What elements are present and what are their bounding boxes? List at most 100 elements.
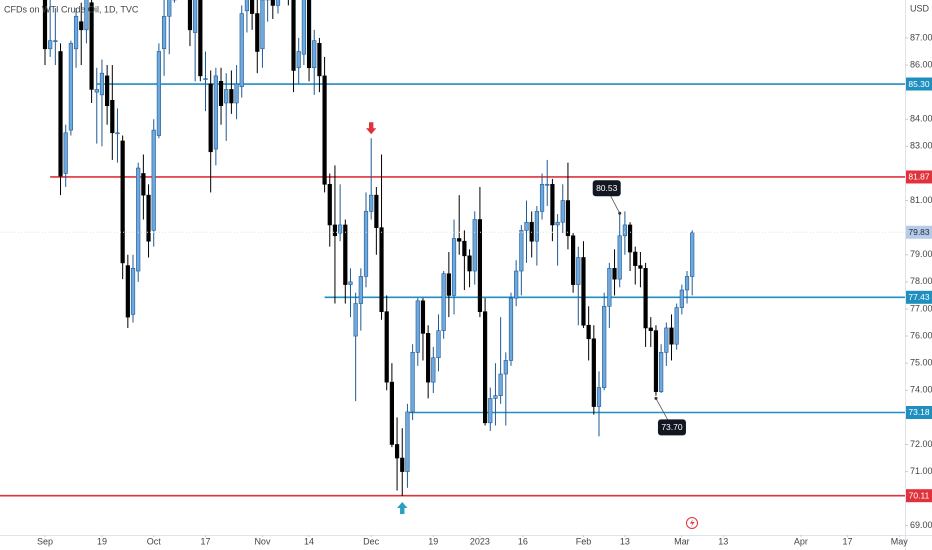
x-tick-label: 13 — [620, 536, 630, 546]
x-tick-label: 13 — [718, 536, 728, 546]
y-tick-label: 77.00 — [910, 303, 932, 313]
x-tick-label: 17 — [200, 536, 210, 546]
candle-body — [363, 211, 369, 277]
candle-body — [89, 2, 94, 90]
candle-body — [244, 0, 250, 12]
price-label-box — [906, 405, 932, 419]
candle-body — [130, 268, 136, 315]
candle-body — [338, 224, 343, 234]
candle-body — [446, 273, 451, 296]
candle-body — [586, 324, 591, 340]
x-tick-label: 16 — [518, 536, 528, 546]
candle-body — [514, 270, 519, 299]
candle-body — [638, 265, 643, 269]
candle-body — [405, 411, 410, 472]
candle-body — [648, 327, 653, 331]
candle-body — [493, 395, 498, 399]
y-tick-label: 83.00 — [910, 141, 932, 151]
candle-body — [110, 99, 115, 134]
alert-bolt[interactable] — [690, 519, 695, 527]
y-tick-label: 78.00 — [910, 276, 932, 286]
price-label: 77.43 — [908, 292, 930, 302]
candle-body — [48, 40, 53, 50]
alert-icon[interactable] — [686, 517, 698, 529]
candle-body — [198, 0, 203, 77]
candle-body — [156, 51, 162, 136]
candle-body — [617, 235, 622, 280]
y-tick-label: 84.00 — [910, 114, 932, 124]
candle-body — [151, 129, 156, 231]
candle-body — [270, 0, 275, 6]
candle-body — [477, 219, 483, 312]
price-label: 70.11 — [909, 490, 930, 500]
candle-body — [120, 140, 125, 264]
price-label: 81.87 — [908, 172, 930, 182]
candle-body — [581, 257, 586, 326]
candle-body — [394, 444, 400, 459]
y-tick-label: 71.00 — [910, 466, 932, 476]
candle-body — [187, 0, 193, 31]
candle-body — [690, 231, 695, 277]
candle-body — [99, 72, 105, 96]
x-tick-label: Feb — [576, 536, 592, 546]
candle-body — [451, 238, 457, 296]
callout-box — [657, 419, 686, 436]
y-tick-label: 87.00 — [910, 32, 932, 42]
callout-anchor — [618, 211, 622, 215]
candle-body — [545, 183, 550, 186]
candle-body — [565, 200, 571, 237]
candle-body — [105, 75, 110, 106]
y-tick-label: 74.00 — [910, 385, 932, 395]
candle-body — [508, 297, 514, 361]
x-tick-label: Oct — [147, 536, 162, 546]
candle-body — [348, 281, 353, 285]
price-label: 73.18 — [908, 407, 930, 417]
price-label-box — [906, 489, 932, 503]
candle-body — [213, 75, 218, 150]
x-tick-label: 17 — [843, 536, 853, 546]
candle-body — [146, 194, 151, 242]
candle-body — [591, 338, 596, 407]
candle-body — [596, 387, 602, 407]
x-tick-label: Apr — [794, 536, 808, 546]
callout-box — [592, 180, 621, 197]
candle-body — [301, 0, 306, 55]
candle-body — [234, 83, 239, 104]
alert-circle[interactable] — [686, 517, 698, 529]
price-label-box — [906, 77, 932, 91]
candle-body — [612, 268, 617, 280]
candle-body — [415, 300, 420, 353]
candle-body — [529, 221, 534, 242]
candle-body — [141, 173, 146, 196]
candle-body — [550, 183, 555, 226]
candle-body — [498, 373, 503, 396]
candle-body — [63, 132, 68, 174]
candle-body — [488, 398, 493, 424]
arrow-marker — [397, 501, 408, 514]
candle-body — [218, 81, 224, 106]
candle-body — [224, 89, 229, 104]
candle-body — [524, 221, 529, 231]
candle-body — [441, 273, 446, 331]
x-tick-label: Mar — [674, 536, 690, 546]
candle-body — [659, 352, 664, 392]
candle-body — [94, 89, 99, 93]
axis-unit: USD — [910, 3, 930, 13]
candle-body — [627, 224, 633, 253]
candle-body — [384, 311, 389, 383]
price-label-box — [906, 290, 932, 304]
candle-body — [679, 289, 684, 308]
candle-body — [125, 265, 130, 318]
x-tick-label: Dec — [363, 536, 380, 546]
candle-body — [208, 83, 213, 153]
candle-body — [353, 303, 358, 337]
candle-body — [622, 224, 627, 237]
candle-body — [53, 40, 58, 42]
x-tick-label: 2023 — [470, 536, 490, 546]
candle-body — [467, 255, 472, 272]
candle-body — [322, 75, 327, 185]
candle-body — [68, 43, 73, 131]
candle-body — [136, 167, 141, 272]
x-tick-label: 14 — [304, 536, 314, 546]
candle-body — [249, 0, 255, 14]
